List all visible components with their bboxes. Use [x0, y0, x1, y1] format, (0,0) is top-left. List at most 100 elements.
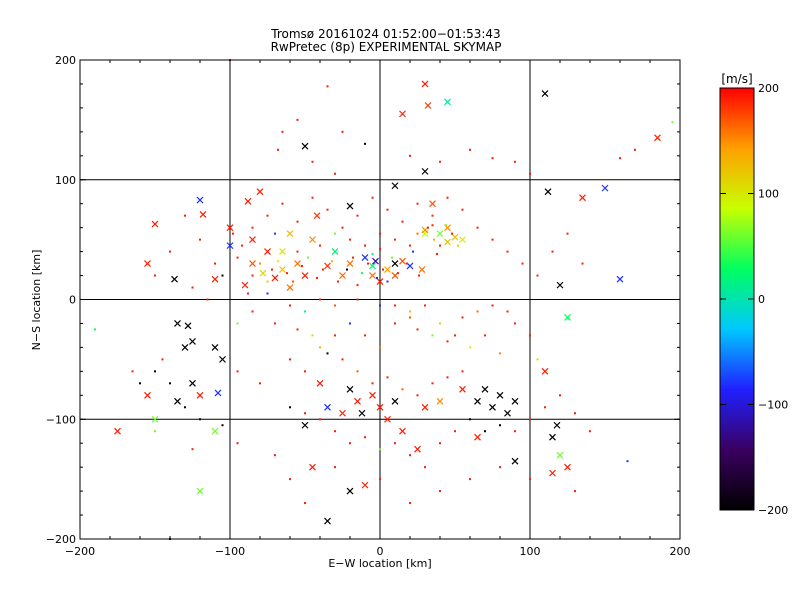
data-marker-dot: [274, 232, 276, 235]
data-marker-dot: [361, 272, 363, 275]
x-tick-label: 0: [377, 545, 384, 558]
data-marker-dot: [367, 262, 369, 265]
data-marker-dot: [559, 394, 561, 397]
data-marker-x: [174, 320, 181, 327]
data-marker-x: [399, 257, 406, 265]
data-marker-dot: [514, 322, 516, 325]
data-marker-x: [511, 397, 519, 405]
x-tick-label: −100: [215, 545, 245, 558]
data-marker-dot: [334, 466, 336, 469]
data-marker-dot: [169, 250, 171, 253]
data-marker-x: [174, 397, 181, 405]
data-marker-dot: [514, 430, 516, 433]
data-marker-dot: [277, 260, 279, 263]
data-marker-x: [579, 194, 586, 202]
data-marker-dot: [304, 412, 306, 415]
data-marker-dot: [476, 226, 479, 229]
data-marker-x: [339, 409, 346, 417]
data-marker-x: [259, 269, 267, 277]
data-marker-x: [418, 266, 426, 273]
data-marker-dot: [409, 244, 411, 247]
data-marker-x: [189, 379, 196, 387]
data-marker-x: [331, 248, 339, 256]
data-marker-dot: [397, 272, 399, 275]
data-marker-dot: [139, 382, 141, 385]
data-marker-dot: [259, 262, 261, 265]
data-marker-x: [346, 202, 354, 210]
data-marker-dot: [364, 334, 366, 337]
data-marker-dot: [326, 208, 329, 211]
data-marker-dot: [131, 370, 134, 373]
data-marker-x: [316, 379, 324, 387]
data-marker-dot: [431, 224, 434, 227]
data-marker-x: [541, 90, 549, 97]
data-marker-dot: [386, 208, 389, 211]
data-marker-x: [144, 260, 151, 267]
data-marker-dot: [331, 260, 333, 263]
data-marker-dot: [431, 382, 434, 385]
data-marker-x: [511, 457, 519, 465]
data-marker-x: [144, 391, 151, 399]
data-marker-dot: [394, 442, 396, 445]
data-marker-dot: [476, 310, 479, 313]
data-marker-dot: [169, 382, 171, 385]
data-marker-dot: [289, 358, 291, 361]
data-marker-x: [474, 433, 481, 441]
data-marker-dot: [484, 430, 486, 433]
data-marker-dot: [427, 226, 429, 229]
data-marker-x: [339, 272, 346, 279]
data-marker-dot: [418, 274, 420, 277]
data-marker-x: [346, 260, 354, 267]
data-marker-x: [444, 98, 451, 106]
data-marker-x: [459, 385, 466, 393]
y-tick-label: 0: [69, 294, 76, 307]
data-marker-dot: [491, 238, 494, 241]
data-marker-x: [211, 427, 219, 435]
data-marker-x: [151, 415, 159, 423]
data-marker-dot: [619, 157, 621, 160]
data-marker-dot: [436, 252, 438, 255]
data-marker-x: [181, 343, 189, 351]
data-marker-dot: [277, 148, 279, 151]
data-marker-dot: [307, 256, 309, 259]
data-marker-dot: [439, 244, 441, 247]
data-marker-x: [556, 281, 564, 289]
data-marker-x: [249, 236, 256, 244]
data-marker-dot: [184, 214, 186, 217]
data-marker-x: [361, 254, 369, 262]
data-marker-dot: [439, 160, 441, 163]
data-marker-x: [376, 403, 384, 411]
data-marker-dot: [454, 334, 456, 337]
data-marker-dot: [341, 358, 344, 361]
data-marker-dot: [322, 268, 324, 271]
data-marker-dot: [334, 232, 336, 235]
data-marker-x: [214, 389, 222, 397]
data-marker-x: [286, 284, 294, 291]
grid-lines: [80, 60, 680, 539]
data-marker-dot: [311, 160, 314, 163]
y-tick-label: 200: [55, 54, 76, 67]
data-marker-dot: [439, 490, 441, 493]
data-marker-x: [171, 275, 178, 283]
data-marker-dot: [574, 412, 576, 415]
data-marker-dot: [491, 157, 494, 160]
data-marker-dot: [319, 298, 321, 301]
data-marker-dot: [346, 268, 348, 271]
data-marker-dot: [364, 436, 366, 439]
data-marker-x: [286, 230, 294, 238]
data-marker-x: [459, 236, 466, 244]
data-marker-dot: [191, 286, 194, 289]
data-marker-dot: [94, 328, 96, 331]
data-marker-dot: [401, 388, 404, 391]
data-marker-dot: [356, 370, 359, 373]
data-marker-dot: [266, 292, 269, 295]
data-marker-dot: [416, 394, 419, 397]
data-marker-dot: [232, 232, 234, 235]
data-marker-x: [654, 134, 661, 142]
data-marker-dot: [296, 328, 299, 331]
data-markers: [94, 59, 674, 540]
data-marker-dot: [451, 232, 453, 235]
data-marker-dot: [499, 352, 501, 355]
data-marker-dot: [289, 478, 291, 481]
data-marker-dot: [356, 284, 359, 287]
